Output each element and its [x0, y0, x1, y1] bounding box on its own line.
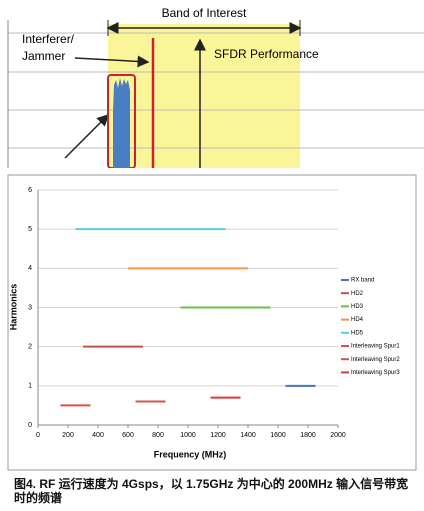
x-tick-label: 1800: [300, 432, 316, 439]
legend-label: RX band: [351, 278, 374, 284]
y-tick-label: 5: [28, 226, 32, 233]
band-region: [108, 24, 300, 168]
x-tick-label: 0: [36, 432, 40, 439]
diagram: Band of Interest Interferer/ Jammer SFDR…: [7, 6, 424, 168]
y-axis-label: Harmonics: [8, 284, 18, 331]
wanted-signal: [113, 78, 130, 168]
pointer-arrow: [74, 55, 150, 68]
interferer-label: Jammer: [22, 49, 65, 63]
legend-label: HD5: [351, 330, 364, 336]
sfdr-label: SFDR Performance: [214, 47, 319, 61]
x-tick-label: 800: [152, 432, 164, 439]
chart-frame: [7, 174, 417, 471]
y-tick-label: 6: [28, 187, 32, 194]
x-tick-label: 1200: [210, 432, 226, 439]
interferer-label: Interferer/: [22, 32, 75, 46]
x-tick-label: 2000: [330, 432, 346, 439]
x-tick-label: 400: [92, 432, 104, 439]
pointer-arrow: [64, 113, 110, 159]
x-tick-label: 1000: [180, 432, 196, 439]
x-tick-label: 600: [122, 432, 134, 439]
x-tick-label: 1600: [270, 432, 286, 439]
x-tick-label: 200: [62, 432, 74, 439]
chart: Frequency (MHz) Harmonics 0 1 2 3 4 5 6 0 200 400…: [7, 174, 417, 471]
band-label: Band of Interest: [162, 6, 247, 20]
legend-label: Interleaving Spur3: [351, 370, 400, 376]
y-tick-label: 4: [28, 265, 32, 272]
y-tick-label: 3: [28, 304, 32, 311]
signal-box: [107, 74, 136, 168]
y-tick-label: 0: [28, 422, 32, 429]
legend-label: Interleaving Spur1: [351, 344, 400, 350]
legend-label: HD2: [351, 291, 364, 297]
caption: 图4. RF 运行速度为 4Gsps，以 1.75GHz 为中心的 200MHz…: [14, 477, 409, 505]
x-axis-label: Frequency (MHz): [154, 449, 227, 459]
legend-label: Interleaving Spur2: [351, 357, 400, 363]
x-tick-label: 1400: [240, 432, 256, 439]
legend-label: HD4: [351, 317, 364, 323]
y-tick-label: 1: [28, 383, 32, 390]
y-tick-label: 2: [28, 344, 32, 351]
legend-label: HD3: [351, 304, 364, 310]
